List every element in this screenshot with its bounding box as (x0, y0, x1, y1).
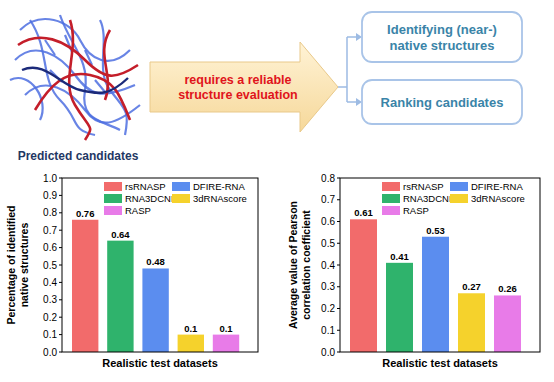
bar (72, 220, 98, 352)
bar (458, 293, 485, 352)
legend-label: RASP (125, 205, 151, 216)
y-axis-label: Percentage of identifiednative structure… (5, 205, 30, 324)
tick-label: 0.7 (43, 225, 57, 236)
rna-strand (100, 20, 127, 135)
chart: 0.0 0.1 0.2 0.3 0.4 0.5 0.6 0.7 0.8 0.61 0.41 0.53 0… (287, 173, 540, 370)
legend-swatch (382, 206, 400, 215)
y-axis-label-line: Percentage of identified (5, 205, 17, 324)
box (362, 80, 522, 124)
box-text: Ranking candidates (381, 95, 504, 110)
tick-label: 0.4 (321, 260, 335, 271)
legend-label: RNA3DCNN (403, 193, 456, 204)
legend-label: DFIRE-RNA (193, 181, 245, 192)
legend-swatch (104, 182, 122, 191)
y-axis-label-line: native structures (18, 223, 30, 308)
legend-label: 3dRNAscore (193, 193, 247, 204)
legend: rsRNASPRNA3DCNN DFIRE-RNA3dRNAscore RASP (382, 181, 525, 216)
tick-label: 0.8 (321, 173, 335, 184)
legend-label: RNA3DCNN (125, 193, 178, 204)
legend-swatch (172, 194, 190, 203)
tick-label: 0.5 (43, 260, 57, 271)
category-label: Realistic test datasets (382, 357, 498, 369)
tick-label: 0.1 (43, 329, 57, 340)
bar (107, 241, 133, 352)
connector (338, 37, 347, 102)
box-text: native structures (390, 38, 495, 53)
tick-label: 0.6 (43, 242, 57, 253)
data-label: 0.64 (111, 229, 130, 240)
data-label: 0.41 (390, 251, 409, 262)
data-label: 0.1 (184, 323, 198, 334)
bar (213, 335, 239, 352)
rna-strand (20, 19, 130, 61)
legend-label: rsRNASP (403, 181, 444, 192)
legend-swatch (382, 194, 400, 203)
tick-label: 0.8 (43, 207, 57, 218)
bar (350, 219, 377, 352)
tick-label: 0.2 (321, 303, 335, 314)
data-label: 0.61 (354, 207, 373, 218)
chart: 0.0 0.1 0.2 0.3 0.4 0.5 0.6 0.7 0.8 0.9 1.0 0.76 0.6… (5, 173, 258, 370)
box-text: Identifying (near-) (387, 22, 497, 37)
data-label: 0.1 (219, 323, 233, 334)
legend-label: RASP (403, 205, 429, 216)
rna-strand (69, 20, 90, 140)
bars (72, 220, 239, 352)
tick-label: 0.7 (321, 194, 335, 205)
legend-label: rsRNASP (125, 181, 166, 192)
data-label: 0.53 (426, 225, 445, 236)
figure: Predicted candidates requires a reliables… (0, 0, 554, 382)
legend-label: DFIRE-RNA (471, 181, 523, 192)
tick-label: 0.3 (321, 281, 335, 292)
tick-label: 0.6 (321, 216, 335, 227)
bar (422, 237, 449, 352)
bar (386, 263, 413, 352)
legend-swatch (450, 182, 468, 191)
bar (142, 268, 168, 352)
data-label: 0.26 (498, 283, 517, 294)
arrow-text: requires a reliable (184, 73, 291, 87)
box (362, 12, 522, 62)
rna-strand (35, 74, 130, 120)
rna-strand (15, 51, 135, 94)
legend-swatch (104, 194, 122, 203)
tick-label: 0.9 (43, 190, 57, 201)
y-axis-label: Average value of Pearsoncorrelation coef… (287, 201, 312, 329)
image-label: Predicted candidates (18, 149, 139, 163)
legend-label: 3dRNAscore (471, 193, 525, 204)
data-label: 0.48 (146, 256, 165, 267)
rna-structure (10, 15, 140, 140)
tick-label: 0.2 (43, 312, 57, 323)
legend-swatch (104, 206, 122, 215)
tick-label: 0.0 (43, 347, 57, 358)
rna-strand (10, 78, 43, 120)
y-axis-label-line: Average value of Pearson (287, 201, 299, 329)
bars (350, 219, 521, 352)
legend-swatch (382, 182, 400, 191)
tick-label: 0.4 (43, 277, 57, 288)
bar (494, 295, 521, 352)
rna-strand (22, 68, 128, 93)
connector (347, 101, 356, 103)
plot-frame (62, 178, 258, 352)
tick-label: 0.3 (43, 294, 57, 305)
plot-frame (340, 178, 540, 352)
y-axis-label-line: correlation coefficient (300, 210, 312, 320)
legend-swatch (172, 182, 190, 191)
arrow (150, 42, 338, 132)
tick-label: 0.5 (321, 238, 335, 249)
tick-label: 0.0 (321, 347, 335, 358)
tick-label: 0.1 (321, 325, 335, 336)
arrow-text: structure evaluation (178, 88, 297, 102)
bar (178, 335, 204, 352)
tick-label: 1.0 (43, 173, 57, 184)
rna-strand (104, 30, 110, 100)
data-label: 0.76 (76, 208, 95, 219)
legend: rsRNASPRNA3DCNN DFIRE-RNA3dRNAscore RASP (104, 181, 247, 216)
connector (347, 36, 356, 38)
category-label: Realistic test datasets (102, 357, 218, 369)
data-label: 0.27 (462, 281, 481, 292)
legend-swatch (450, 194, 468, 203)
rna-strand (18, 38, 138, 76)
